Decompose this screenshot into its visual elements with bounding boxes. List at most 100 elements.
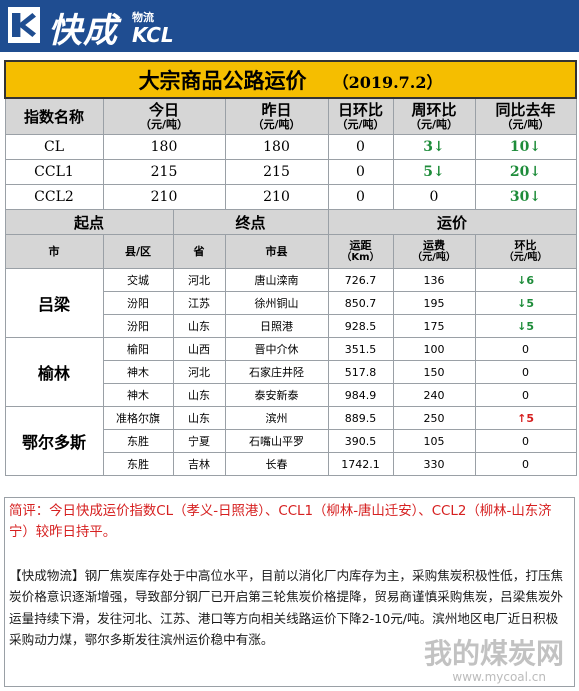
change: 0 bbox=[474, 383, 577, 407]
dest-province: 吉林 bbox=[172, 452, 226, 476]
fee: 100 bbox=[392, 337, 476, 361]
index-yesterday: 210 bbox=[224, 184, 329, 210]
col-change: 环比 （元/吨） bbox=[474, 234, 577, 269]
route-header-row: 市 县/区 省 市县 运距 （Km） 运费 （元/吨） 环比 （元/吨） bbox=[4, 234, 577, 269]
route-row: 鄂尔多斯 准格尔旗 山东 滨州 889.5 250 ↑5 bbox=[4, 406, 577, 476]
market-commentary: 【快成物流】钢厂焦炭库存处于中高位水平，目前以消化厂内库存为主，采购焦炭积极性低… bbox=[9, 568, 564, 648]
change: ↓6 bbox=[474, 268, 577, 292]
brief-comment: 简评：今日快成运价指数CL（孝义-日照港）、CCL1（柳林-唐山迁安）、CCL2… bbox=[9, 504, 552, 540]
brand-header: 快成 物流 KCL bbox=[0, 0, 579, 52]
logo-icon bbox=[8, 7, 40, 43]
route-row: 东胜 宁夏 石嘴山平罗 390.5 105 0 bbox=[5, 429, 577, 453]
origin-city: 鄂尔多斯 bbox=[4, 406, 104, 476]
dest-city: 石嘴山平罗 bbox=[224, 429, 329, 453]
distance: 984.9 bbox=[327, 383, 394, 407]
arrow-down-icon: ↓ bbox=[517, 273, 527, 287]
index-yesterday: 180 bbox=[224, 134, 329, 160]
distance: 889.5 bbox=[327, 406, 394, 430]
route-row: 东胜 吉林 长春 1742.1 330 0 bbox=[5, 452, 577, 476]
route-row: 吕梁 交城 河北 唐山滦南 726.7 136 ↓6 bbox=[4, 268, 577, 338]
dest-province: 河北 bbox=[172, 360, 226, 384]
fee: 330 bbox=[392, 452, 476, 476]
index-yoy: 10↓ bbox=[474, 134, 577, 160]
col-yesterday: 昨日 （元/吨） bbox=[224, 97, 329, 135]
col-dest-city: 市县 bbox=[224, 234, 329, 269]
index-dod: 0 bbox=[327, 184, 394, 210]
dest-city: 唐山滦南 bbox=[224, 268, 329, 292]
col-county: 县/区 bbox=[102, 234, 174, 269]
dest-city: 滨州 bbox=[224, 406, 329, 430]
dest-province: 江苏 bbox=[172, 291, 226, 315]
index-dod: 0 bbox=[327, 159, 394, 185]
fee: 136 bbox=[392, 268, 476, 292]
col-city: 市 bbox=[4, 234, 104, 269]
arrow-down-icon: ↓ bbox=[517, 296, 527, 310]
index-today: 215 bbox=[102, 159, 226, 185]
origin-county: 汾阳 bbox=[102, 291, 174, 315]
col-wow: 周环比 （元/吨） bbox=[392, 97, 476, 135]
dest-city: 徐州铜山 bbox=[224, 291, 329, 315]
origin-city: 吕梁 bbox=[4, 268, 104, 338]
index-header-row: 指数名称 今日 （元/吨） 昨日 （元/吨） 日环比 （元/吨） 周环比 （元/吨） 同… bbox=[4, 97, 577, 135]
index-today: 180 bbox=[102, 134, 226, 160]
origin-county: 准格尔旗 bbox=[102, 406, 174, 430]
fee: 150 bbox=[392, 360, 476, 384]
col-distance: 运距 （Km） bbox=[327, 234, 394, 269]
index-yoy: 20↓ bbox=[474, 159, 577, 185]
index-row: CCL1 215 215 0 5↓ 20↓ bbox=[4, 159, 577, 185]
page-title: 大宗商品公路运价 （2019.7.2） bbox=[3, 60, 578, 99]
index-name: CCL1 bbox=[4, 159, 104, 185]
logo-subtext: 物流 bbox=[132, 11, 154, 24]
origin-county: 榆阳 bbox=[102, 337, 174, 361]
logo-english: KCL bbox=[132, 23, 174, 47]
col-destination: 终点 bbox=[172, 209, 329, 235]
dest-province: 山东 bbox=[172, 383, 226, 407]
dest-city: 泰安新泰 bbox=[224, 383, 329, 407]
arrow-up-icon: ↑ bbox=[517, 411, 527, 425]
origin-county: 神木 bbox=[102, 383, 174, 407]
distance: 390.5 bbox=[327, 429, 394, 453]
arrow-down-icon: ↓ bbox=[433, 164, 445, 180]
origin-county: 神木 bbox=[102, 360, 174, 384]
change: ↓5 bbox=[474, 314, 577, 338]
dest-province: 山西 bbox=[172, 337, 226, 361]
index-today: 210 bbox=[102, 184, 226, 210]
origin-county: 交城 bbox=[102, 268, 174, 292]
change: 0 bbox=[474, 452, 577, 476]
origin-county: 东胜 bbox=[102, 452, 174, 476]
distance: 517.8 bbox=[327, 360, 394, 384]
change: 0 bbox=[474, 360, 577, 384]
dest-city: 晋中介休 bbox=[224, 337, 329, 361]
index-wow: 3↓ bbox=[392, 134, 476, 160]
index-dod: 0 bbox=[327, 134, 394, 160]
route-row: 汾阳 江苏 徐州铜山 850.7 195 ↓5 bbox=[5, 291, 577, 315]
index-row: CCL2 210 210 0 0 30↓ bbox=[4, 184, 577, 210]
watermark-text: 我的煤炭网 bbox=[423, 637, 564, 670]
index-name: CL bbox=[4, 134, 104, 160]
col-today: 今日 （元/吨） bbox=[102, 97, 226, 135]
col-fee: 运费 （元/吨） bbox=[392, 234, 476, 269]
route-row: 榆林 榆阳 山西 晋中介休 351.5 100 0 bbox=[4, 337, 577, 407]
watermark-url: www.mycoal.cn bbox=[452, 670, 546, 684]
col-price: 运价 bbox=[327, 209, 577, 235]
route-row: 汾阳 山东 日照港 928.5 175 ↓5 bbox=[5, 314, 577, 338]
distance: 928.5 bbox=[327, 314, 394, 338]
title-text: 大宗商品公路运价 bbox=[138, 67, 307, 93]
arrow-down-icon: ↓ bbox=[433, 139, 445, 155]
col-province: 省 bbox=[172, 234, 226, 269]
index-name: CCL2 bbox=[4, 184, 104, 210]
fee: 250 bbox=[392, 406, 476, 430]
arrow-down-icon: ↓ bbox=[529, 189, 542, 205]
title-date: （2019.7.2） bbox=[332, 72, 443, 92]
change: 0 bbox=[474, 429, 577, 453]
arrow-down-icon: ↓ bbox=[529, 139, 542, 155]
distance: 850.7 bbox=[327, 291, 394, 315]
arrow-down-icon: ↓ bbox=[517, 319, 527, 333]
freight-table: 大宗商品公路运价 （2019.7.2） 指数名称 今日 （元/吨） 昨日 （元/吨） … bbox=[3, 60, 578, 476]
fee: 195 bbox=[392, 291, 476, 315]
change: ↑5 bbox=[474, 406, 577, 430]
fee: 175 bbox=[392, 314, 476, 338]
col-index-name: 指数名称 bbox=[4, 97, 104, 135]
dest-province: 宁夏 bbox=[172, 429, 226, 453]
distance: 726.7 bbox=[327, 268, 394, 292]
